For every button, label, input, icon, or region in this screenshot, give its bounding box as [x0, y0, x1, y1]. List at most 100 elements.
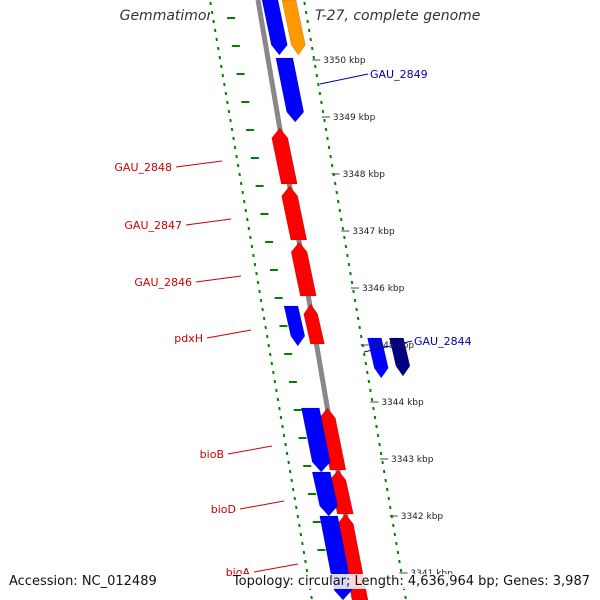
guide-line-right	[303, 1, 407, 600]
guide-dot	[270, 361, 274, 366]
feature-cds-dark[interactable]	[389, 337, 411, 377]
feature-pdxh[interactable]	[303, 303, 325, 345]
gene-label[interactable]: GAU_2847	[124, 219, 182, 232]
guide-dot	[290, 478, 293, 483]
gene-label-leader	[206, 329, 252, 339]
guide-dot	[350, 280, 354, 285]
guide-dot	[359, 334, 363, 339]
gene-label-leader	[253, 563, 299, 573]
guide-dot	[312, 55, 316, 60]
guide-dot	[226, 100, 229, 105]
guide-dot	[393, 532, 397, 537]
guide-dot	[282, 433, 286, 438]
gene-label[interactable]: pdxH	[174, 332, 203, 345]
guide-dot	[372, 406, 375, 411]
guide-dot	[296, 514, 300, 519]
guide-dot	[370, 397, 374, 402]
gene-label-leader	[363, 340, 413, 353]
guide-dot	[247, 226, 251, 231]
guide-dot	[241, 190, 244, 195]
guide-dot	[253, 262, 257, 267]
scale-label: 3343 kbp	[391, 455, 434, 465]
guide-dot	[287, 460, 290, 465]
guide-dot	[320, 100, 323, 105]
guide-dot	[349, 271, 352, 276]
feature-gau-2847[interactable]	[281, 185, 308, 241]
guide-dot	[389, 505, 392, 510]
guide-dot	[243, 199, 246, 204]
guide-dot	[272, 370, 275, 375]
guide-dot	[382, 469, 386, 474]
feature-cds-companion[interactable]	[283, 305, 306, 347]
guide-dot	[337, 199, 340, 204]
gene-label[interactable]: GAU_2846	[134, 276, 192, 289]
guide-dot	[215, 37, 218, 42]
guide-dot	[327, 145, 331, 150]
gene-label[interactable]: GAU_2844	[414, 335, 472, 348]
gene-label[interactable]: GAU_2849	[370, 68, 428, 81]
guide-dot	[378, 442, 381, 447]
gene-label[interactable]: bioB	[200, 448, 224, 461]
feature-other-top[interactable]	[281, 0, 306, 56]
guide-dot	[221, 73, 225, 78]
guide-dot	[295, 505, 298, 510]
topology-text: Topology: circular; Length: 4,636,964 bp…	[232, 574, 590, 589]
scale-label: 3348 kbp	[343, 170, 386, 180]
guide-dot	[261, 307, 264, 312]
guide-dot	[343, 235, 346, 240]
guide-dot	[395, 541, 398, 546]
guide-dot	[229, 118, 232, 123]
guide-dot	[291, 487, 295, 492]
guide-dot	[223, 82, 226, 87]
guide-dot	[303, 1, 306, 6]
guide-dot	[249, 235, 252, 240]
feature-cds-top[interactable]	[261, 0, 288, 56]
guide-dot	[220, 64, 223, 69]
guide-dot	[353, 298, 357, 303]
feature-cds-companion[interactable]	[301, 407, 331, 473]
guide-dot	[227, 109, 231, 114]
guide-dot	[279, 415, 283, 420]
guide-dot	[317, 82, 320, 87]
guide-dot	[304, 10, 308, 15]
guide-dot	[224, 91, 228, 96]
guide-dot	[306, 19, 309, 24]
guide-dot	[238, 172, 241, 177]
guide-dot	[252, 253, 255, 258]
guide-dot	[259, 298, 263, 303]
feature-gau-2849[interactable]	[275, 57, 305, 123]
gene-label[interactable]: bioD	[211, 503, 236, 516]
gene-label-leader	[239, 500, 285, 510]
feature-gau-2846[interactable]	[290, 241, 317, 297]
guide-dot	[373, 415, 377, 420]
guide-dot	[385, 487, 389, 492]
guide-dot	[269, 352, 272, 357]
guide-dot	[250, 244, 254, 249]
guide-dot	[209, 1, 212, 6]
guide-dot	[338, 208, 342, 213]
gene-label[interactable]: GAU_2848	[114, 161, 172, 174]
guide-dot	[330, 163, 334, 168]
guide-dot	[396, 550, 400, 555]
guide-dot	[341, 226, 345, 231]
guide-dot	[298, 523, 301, 528]
guide-dot	[285, 451, 289, 456]
guide-dot	[304, 559, 307, 564]
guide-dot	[307, 28, 311, 33]
guide-dot	[232, 136, 235, 141]
feature-cds-companion[interactable]	[311, 471, 338, 517]
guide-dot	[376, 433, 380, 438]
guide-dot	[347, 262, 351, 267]
guide-dot	[329, 154, 332, 159]
guide-dot	[324, 127, 328, 132]
guide-dot	[364, 361, 368, 366]
guide-dot	[267, 343, 270, 348]
feature-gau-2848[interactable]	[271, 127, 298, 185]
guide-dot	[355, 307, 358, 312]
guide-dot	[244, 208, 248, 213]
scale-label: 3345 kbp	[372, 341, 415, 351]
guide-dot	[352, 289, 355, 294]
guide-dot	[213, 28, 217, 33]
guide-dot	[310, 595, 313, 600]
